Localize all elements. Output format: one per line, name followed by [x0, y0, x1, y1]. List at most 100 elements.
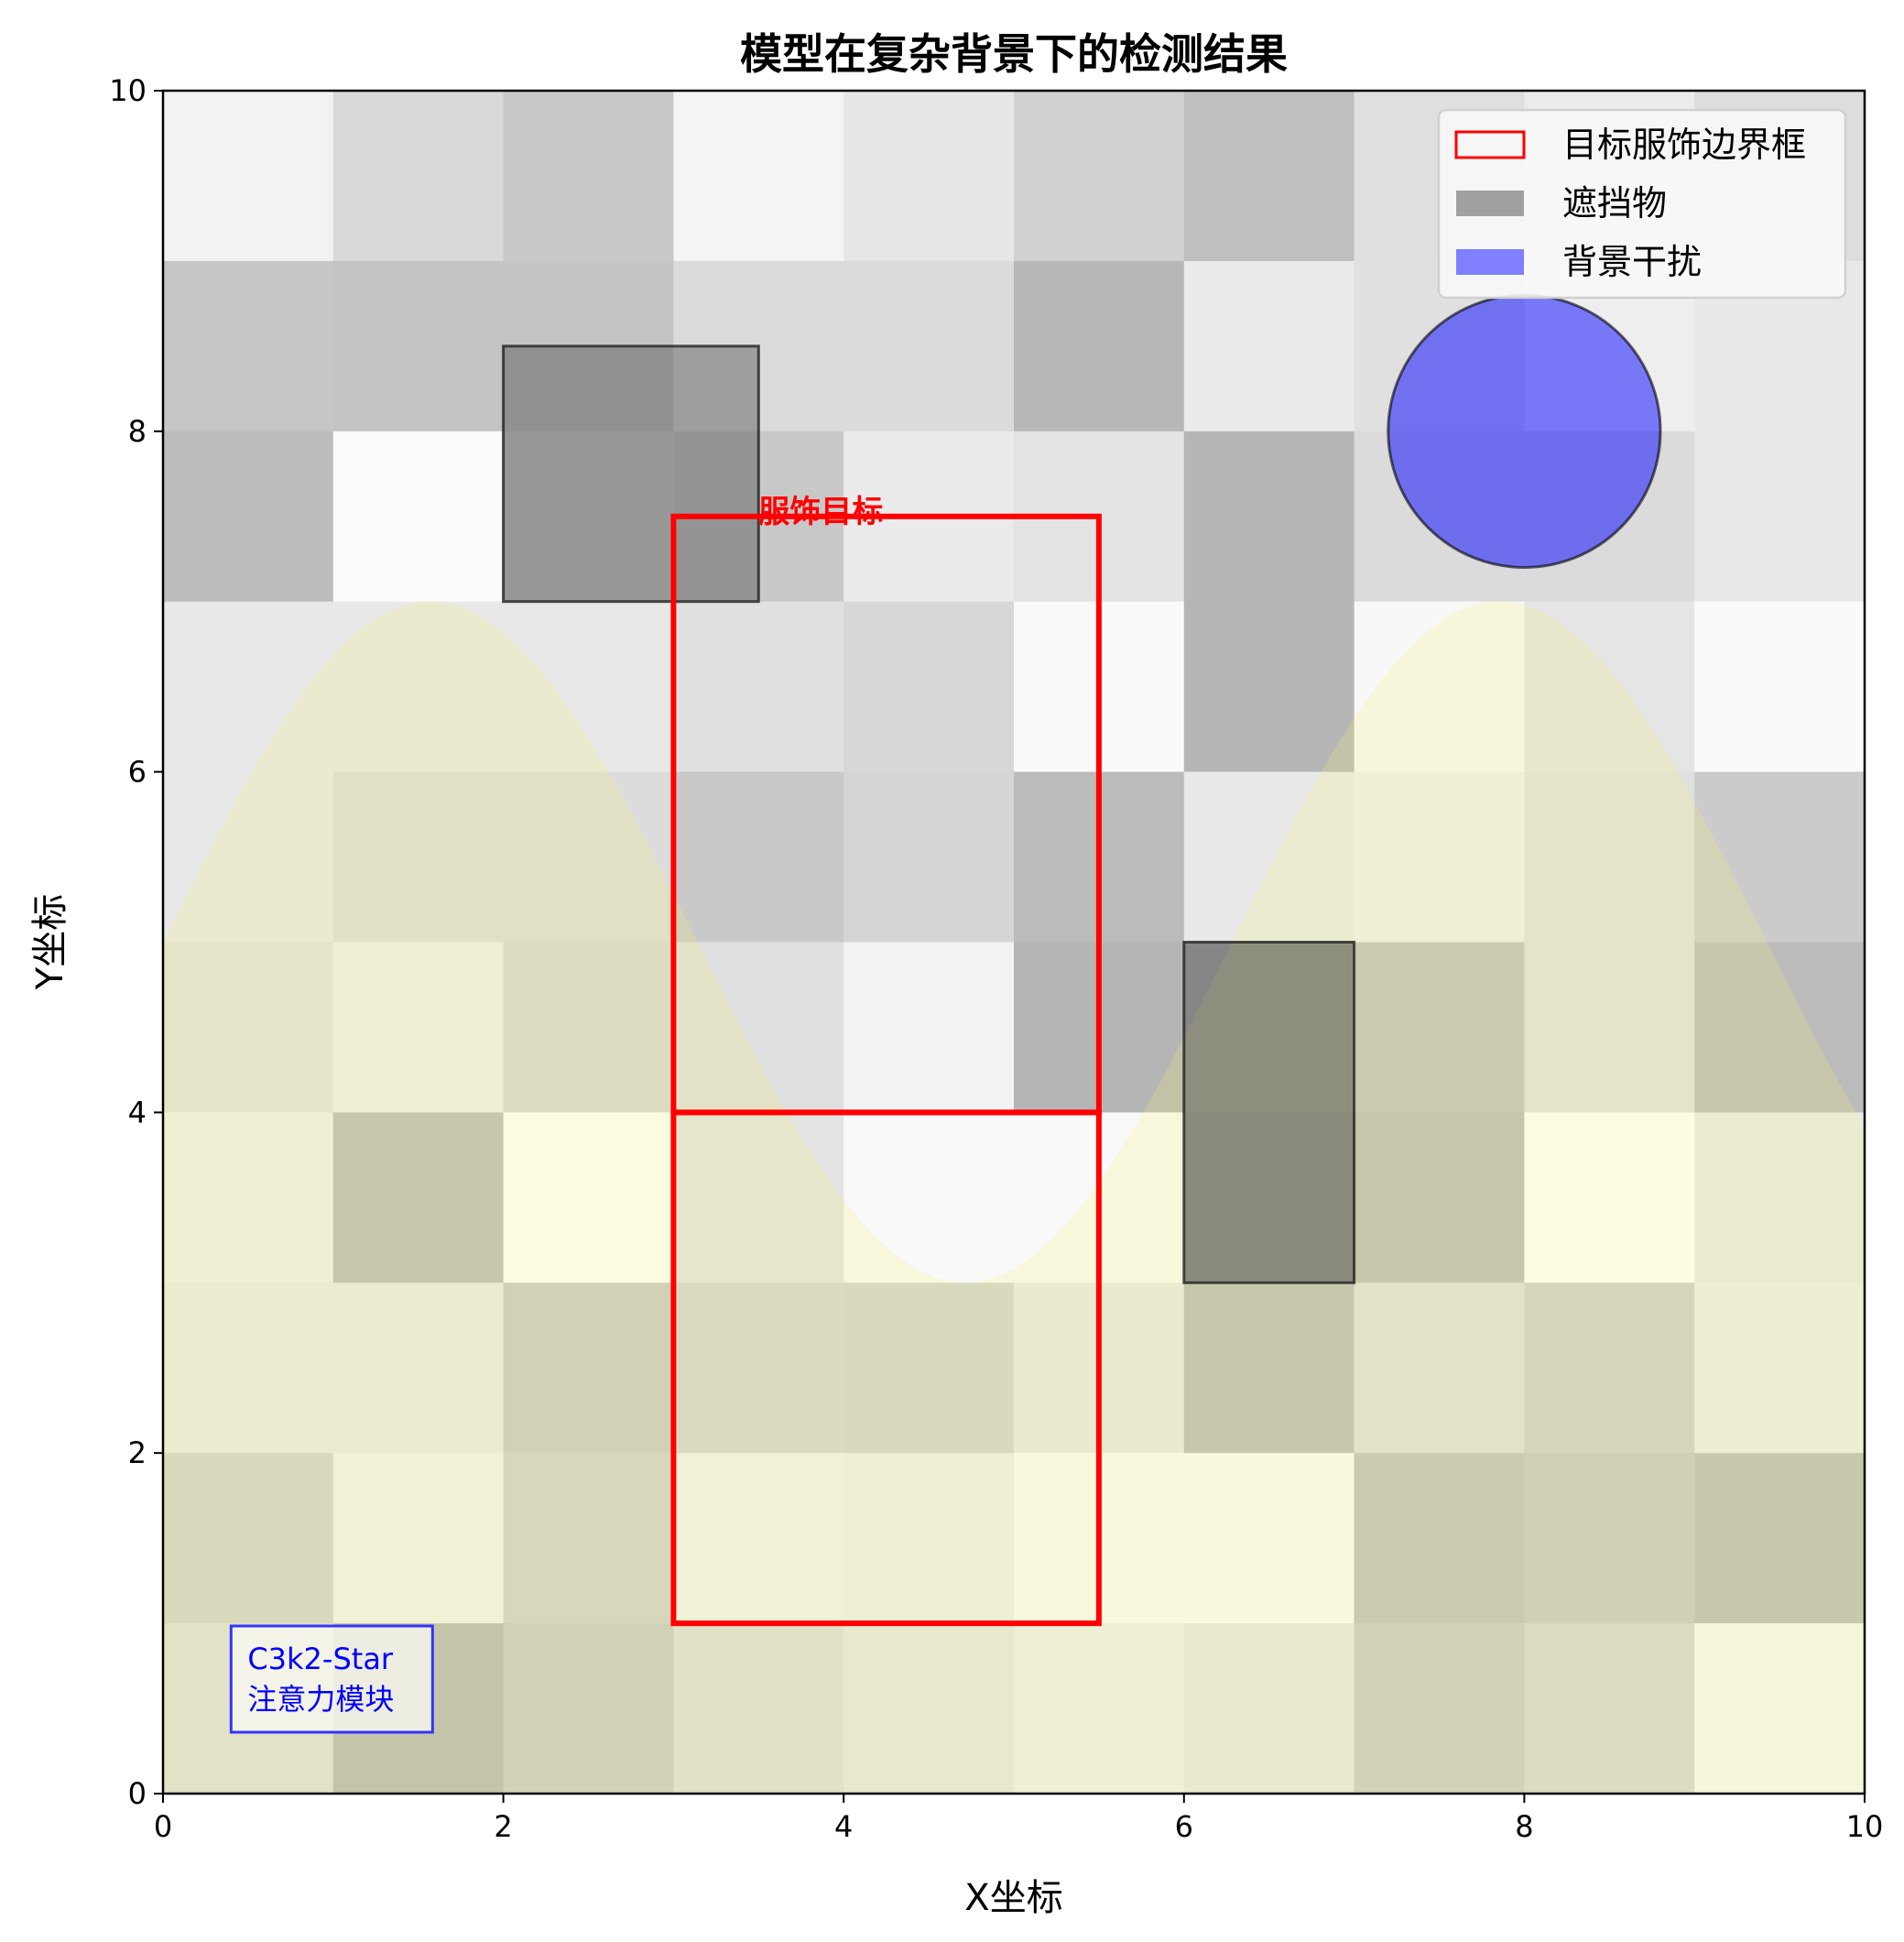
- plot-frame: [161, 89, 1866, 1795]
- x-tick-label: 2: [494, 1809, 512, 1844]
- heatmap-cell: [673, 1282, 844, 1454]
- heatmap-cell: [163, 942, 334, 1113]
- heatmap-cell: [1183, 771, 1355, 943]
- heatmap-cell: [843, 942, 1015, 1113]
- background-wave-area: [163, 601, 1865, 1795]
- heatmap-cell: [332, 1112, 505, 1283]
- heatmap-cell: [1014, 91, 1185, 262]
- y-tick-label: 6: [128, 755, 147, 790]
- legend-swatch-interference: [1456, 249, 1524, 275]
- heatmap-cell: [843, 601, 1015, 773]
- y-tick-label: 4: [128, 1095, 147, 1129]
- heatmap-cell: [163, 1453, 334, 1624]
- heatmap-cell: [1524, 601, 1695, 773]
- annotation-line-2: 注意力模块: [247, 1682, 394, 1717]
- x-tick-label: 0: [154, 1809, 172, 1844]
- heatmap-cell: [1524, 1623, 1695, 1795]
- heatmap-cell: [332, 91, 505, 262]
- heatmap-cell: [1183, 91, 1355, 262]
- x-axis-label: X坐标: [964, 1877, 1062, 1919]
- heatmap-cell: [1183, 431, 1355, 603]
- heatmap-cell: [1183, 1623, 1355, 1795]
- heatmap-cell: [1694, 1623, 1866, 1795]
- heatmap-cell: [1014, 1623, 1185, 1795]
- chart-title: 模型在复杂背景下的检测结果: [740, 29, 1288, 79]
- heatmap-cell: [1524, 1453, 1695, 1624]
- heatmap-cell: [843, 91, 1015, 262]
- heatmap-cell: [163, 771, 334, 943]
- heatmap-cell: [843, 1453, 1015, 1624]
- heatmap-cell: [503, 1282, 674, 1454]
- heatmap-cell: [1524, 771, 1695, 943]
- heatmap-cell: [503, 91, 674, 262]
- heatmap-cell: [1694, 431, 1866, 603]
- heatmap-cell: [673, 1453, 844, 1624]
- heatmap-cell: [1524, 1112, 1695, 1283]
- heatmap-cell: [1014, 260, 1185, 432]
- heatmap-cell: [332, 942, 505, 1113]
- heatmap-cell: [503, 431, 674, 603]
- legend-swatch-occlusion: [1456, 191, 1524, 216]
- y-axis-label: Y坐标: [29, 894, 71, 990]
- heatmap-cell: [332, 260, 505, 432]
- background-interference-circle: [1387, 293, 1662, 569]
- heatmap-cell: [163, 1112, 334, 1283]
- bounding-boxes: [670, 513, 1102, 1627]
- y-ticks: 0 2 4 6 8 10: [109, 73, 163, 1811]
- x-tick-label: 10: [1846, 1809, 1884, 1844]
- legend-label: 遮挡物: [1562, 183, 1667, 224]
- heatmap-cell: [673, 1623, 844, 1795]
- heatmap-cell: [1183, 1112, 1355, 1283]
- heatmap-cell: [332, 601, 505, 773]
- x-tick-label: 4: [834, 1809, 853, 1844]
- heatmap-cell: [503, 771, 674, 943]
- heatmap-cell: [1183, 1282, 1355, 1454]
- heatmap-cell: [1524, 942, 1695, 1113]
- legend-label: 背景干扰: [1562, 242, 1702, 282]
- heatmap-cell: [1354, 1453, 1525, 1624]
- x-ticks: 0 2 4 6 8 10: [154, 1794, 1884, 1844]
- heatmap-cell: [1694, 1453, 1866, 1624]
- heatmap-cell: [163, 1282, 334, 1454]
- heatmap-cell: [1694, 1112, 1866, 1283]
- legend-swatch-bbox: [1454, 130, 1526, 159]
- heatmap-cell: [843, 1112, 1015, 1283]
- heatmap-cell: [163, 260, 334, 432]
- heatmap-cell: [503, 601, 674, 773]
- x-tick-label: 8: [1515, 1809, 1533, 1844]
- heatmap-cell: [503, 942, 674, 1113]
- occlusion-rect: [502, 344, 760, 604]
- heatmap-cell: [673, 601, 844, 773]
- occlusions: [502, 344, 1356, 1284]
- annotation-box: C3k2-Star 注意力模块: [229, 1624, 434, 1734]
- heatmap-cell: [163, 91, 334, 262]
- heatmap-cell: [1694, 601, 1866, 773]
- heatmap-cell: [1183, 601, 1355, 773]
- bbox-label: 服饰目标: [758, 494, 883, 530]
- target-bounding-box: [670, 513, 1102, 1116]
- annotation-line-1: C3k2-Star: [247, 1642, 394, 1676]
- heatmap-cell: [163, 431, 334, 603]
- heatmap-cell: [673, 942, 844, 1113]
- heatmap-cell: [1354, 1623, 1525, 1795]
- heatmap-cell: [1183, 260, 1355, 432]
- legend-label: 目标服饰边界框: [1562, 125, 1806, 165]
- y-tick-label: 8: [128, 414, 147, 449]
- heatmap-cell: [843, 1282, 1015, 1454]
- heatmap-cell: [332, 1282, 505, 1454]
- y-tick-label: 2: [128, 1435, 147, 1470]
- y-tick-label: 10: [109, 73, 147, 108]
- heatmap-cell: [163, 601, 334, 773]
- heatmap-cell: [503, 1112, 674, 1283]
- heatmap-cell: [1694, 1282, 1866, 1454]
- heatmap-cell: [1354, 1282, 1525, 1454]
- heatmap-cell: [1354, 601, 1525, 773]
- heatmap-cell: [1354, 942, 1525, 1113]
- heatmap-cell: [1694, 771, 1866, 943]
- heatmap-cell: [1694, 942, 1866, 1113]
- heatmap-cell: [332, 1453, 505, 1624]
- heatmap-cell: [503, 1453, 674, 1624]
- heatmap-cell: [1354, 771, 1525, 943]
- heatmap-cell: [332, 771, 505, 943]
